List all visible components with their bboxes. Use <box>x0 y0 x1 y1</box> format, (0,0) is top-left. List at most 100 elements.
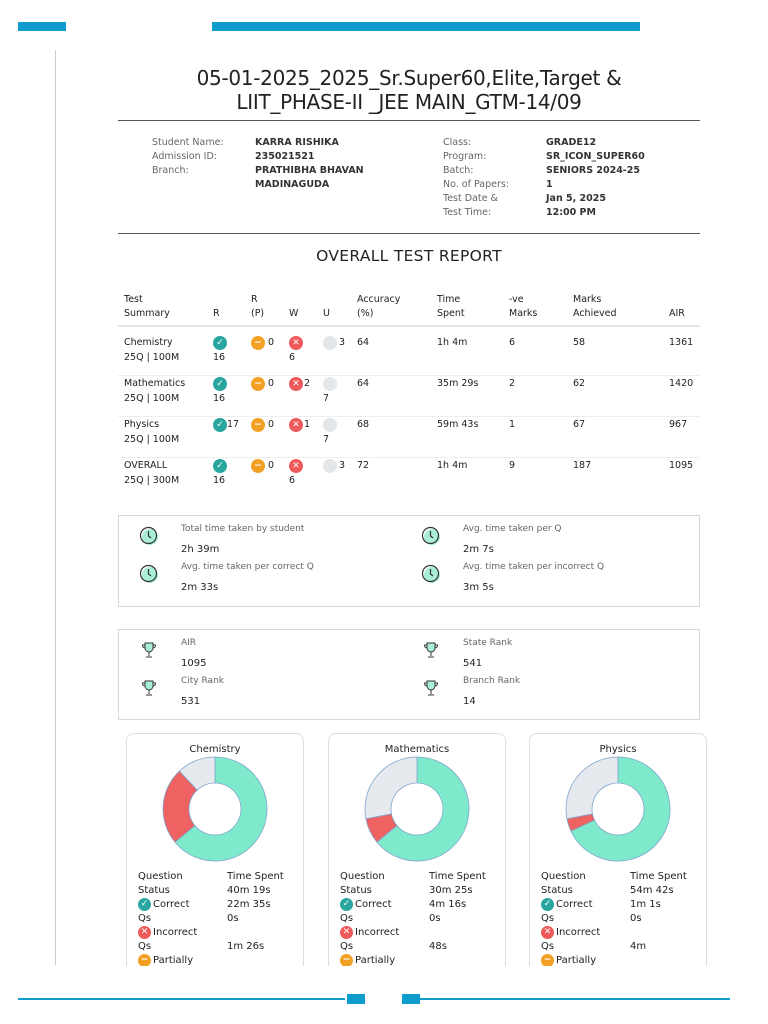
card-correct-time: 4m 16s <box>429 899 467 910</box>
cell-air: 1095 <box>669 460 694 471</box>
partial-count: 0 <box>268 378 275 389</box>
donut-slice-correct <box>174 756 268 862</box>
donut-chart <box>565 756 671 862</box>
cell-time: 1h 4m <box>437 337 468 348</box>
partial-count: 0 <box>268 460 275 471</box>
footer-line-right <box>420 998 730 1000</box>
card-qs: Qs <box>340 913 354 924</box>
wrong-icon: ✕ <box>541 926 554 939</box>
card-qs: Qs <box>138 941 152 952</box>
subject-name: Mathematics <box>124 378 186 389</box>
card-status-head: Status <box>541 885 573 896</box>
info-value: 12:00 PM <box>546 207 596 218</box>
card-qs: Qs <box>541 941 555 952</box>
info-label: Student Name: <box>152 137 224 148</box>
wrong-icon: ✕ <box>138 926 151 939</box>
card-total-time: 40m 19s <box>227 885 271 896</box>
table-row: Physics 25Q | 100M ✓ 17−0 ✕ 1 7 68 59m 43s 1 67 967 <box>118 417 700 458</box>
table-header: W <box>289 308 299 319</box>
partial-icon: − <box>138 954 151 967</box>
table-header: Achieved <box>573 308 617 319</box>
unattempted-count: 3 <box>339 337 346 348</box>
time-stats-box: Total time taken by student 2h 39m Avg. ti… <box>118 515 700 607</box>
card-time-head: Time Spent <box>429 871 486 882</box>
stat-label: Avg. time taken per incorrect Q <box>463 562 605 572</box>
card-title: Chemistry <box>189 744 241 755</box>
card-title: Mathematics <box>384 744 450 755</box>
right-count: 16 <box>213 352 226 363</box>
stat-label: City Rank <box>181 676 224 686</box>
cell-air: 1420 <box>669 378 694 389</box>
card-qs: Qs <box>340 941 354 952</box>
wrong-icon: ✕ <box>289 336 303 350</box>
cell-acc: 64 <box>357 378 370 389</box>
wrong-count: 1 <box>304 419 311 430</box>
cell-acc: 64 <box>357 337 370 348</box>
cell-marks: 67 <box>573 419 586 430</box>
stat-value: 541 <box>463 658 483 669</box>
partial-icon: − <box>251 336 265 350</box>
table-header: Marks <box>509 308 538 319</box>
card-correct-label: Correct <box>355 899 392 910</box>
subject-sub: 25Q | 100M <box>124 393 180 404</box>
right-count: 16 <box>213 475 226 486</box>
table-header: U <box>323 308 330 319</box>
info-label: Admission ID: <box>152 151 217 162</box>
unattempted-count: 7 <box>323 434 330 445</box>
card-incorrect-label: Incorrect <box>153 927 198 938</box>
card-correct-qs-time: 0s <box>227 913 239 924</box>
unattempted-icon <box>323 418 337 432</box>
subject-name: OVERALL <box>124 460 168 471</box>
partial-icon: − <box>541 954 554 967</box>
trophy-icon <box>139 640 159 664</box>
card-correct-label: Correct <box>153 899 190 910</box>
table-header: Time <box>437 294 461 305</box>
subject-card: Chemistry Question Time Spent Status 40m 19s… <box>126 733 304 983</box>
info-label: Test Time: <box>443 207 492 218</box>
cell-acc: 68 <box>357 419 370 430</box>
cell-neg: 6 <box>509 337 516 348</box>
cell-air: 1361 <box>669 337 694 348</box>
info-value: SR_ICON_SUPER60 <box>546 151 645 162</box>
card-status-head: Status <box>340 885 372 896</box>
card-title: Physics <box>599 744 637 755</box>
unattempted-icon <box>323 336 337 350</box>
table-header: Accuracy <box>357 294 401 305</box>
info-value: 1 <box>546 179 553 190</box>
stat-value: 14 <box>463 696 476 707</box>
table-header: (P) <box>251 308 265 319</box>
header-bar-right <box>212 22 640 31</box>
footer-square-left <box>347 994 365 1004</box>
info-value: GRADE12 <box>546 137 597 148</box>
correct-icon: ✓ <box>541 898 554 911</box>
wrong-icon: ✕ <box>289 377 303 391</box>
donut-slice-correct <box>376 756 470 862</box>
info-label: Program: <box>443 151 487 162</box>
card-correct-qs-time: 0s <box>429 913 441 924</box>
stat-label: Avg. time taken per correct Q <box>181 562 314 572</box>
subject-name: Chemistry <box>124 337 173 348</box>
partial-icon: − <box>251 377 265 391</box>
stat-value: 2m 7s <box>463 544 494 555</box>
card-incorrect-time: 48s <box>429 941 447 952</box>
row-divider <box>118 416 700 417</box>
ranks-box: AIR 1095 State Rank 541 City Rank 531 Branch R… <box>118 629 700 720</box>
table-row: Mathematics 25Q | 100M ✓ 16−0 ✕ 2 7 64 35m 29s 2 6… <box>118 376 700 417</box>
cell-time: 35m 29s <box>437 378 479 389</box>
subject-sub: 25Q | 100M <box>124 434 180 445</box>
card-incorrect-label: Incorrect <box>355 927 400 938</box>
clock-icon <box>421 564 441 588</box>
report-title: OVERALL TEST REPORT <box>316 247 502 265</box>
trophy-icon <box>421 640 441 664</box>
cell-neg: 1 <box>509 419 516 430</box>
wrong-icon: ✕ <box>340 926 353 939</box>
info-value: Jan 5, 2025 <box>546 193 606 204</box>
donut-slice-correct <box>570 756 671 862</box>
info-label: Batch: <box>443 165 474 176</box>
info-label: No. of Papers: <box>443 179 510 190</box>
card-partial-label: Partially <box>556 955 597 966</box>
page-title: 05-01-2025_2025_Sr.Super60,Elite,Target … <box>196 66 622 114</box>
info-value: MADINAGUDA <box>255 179 330 190</box>
partial-icon: − <box>251 418 265 432</box>
table-header: Spent <box>437 308 465 319</box>
